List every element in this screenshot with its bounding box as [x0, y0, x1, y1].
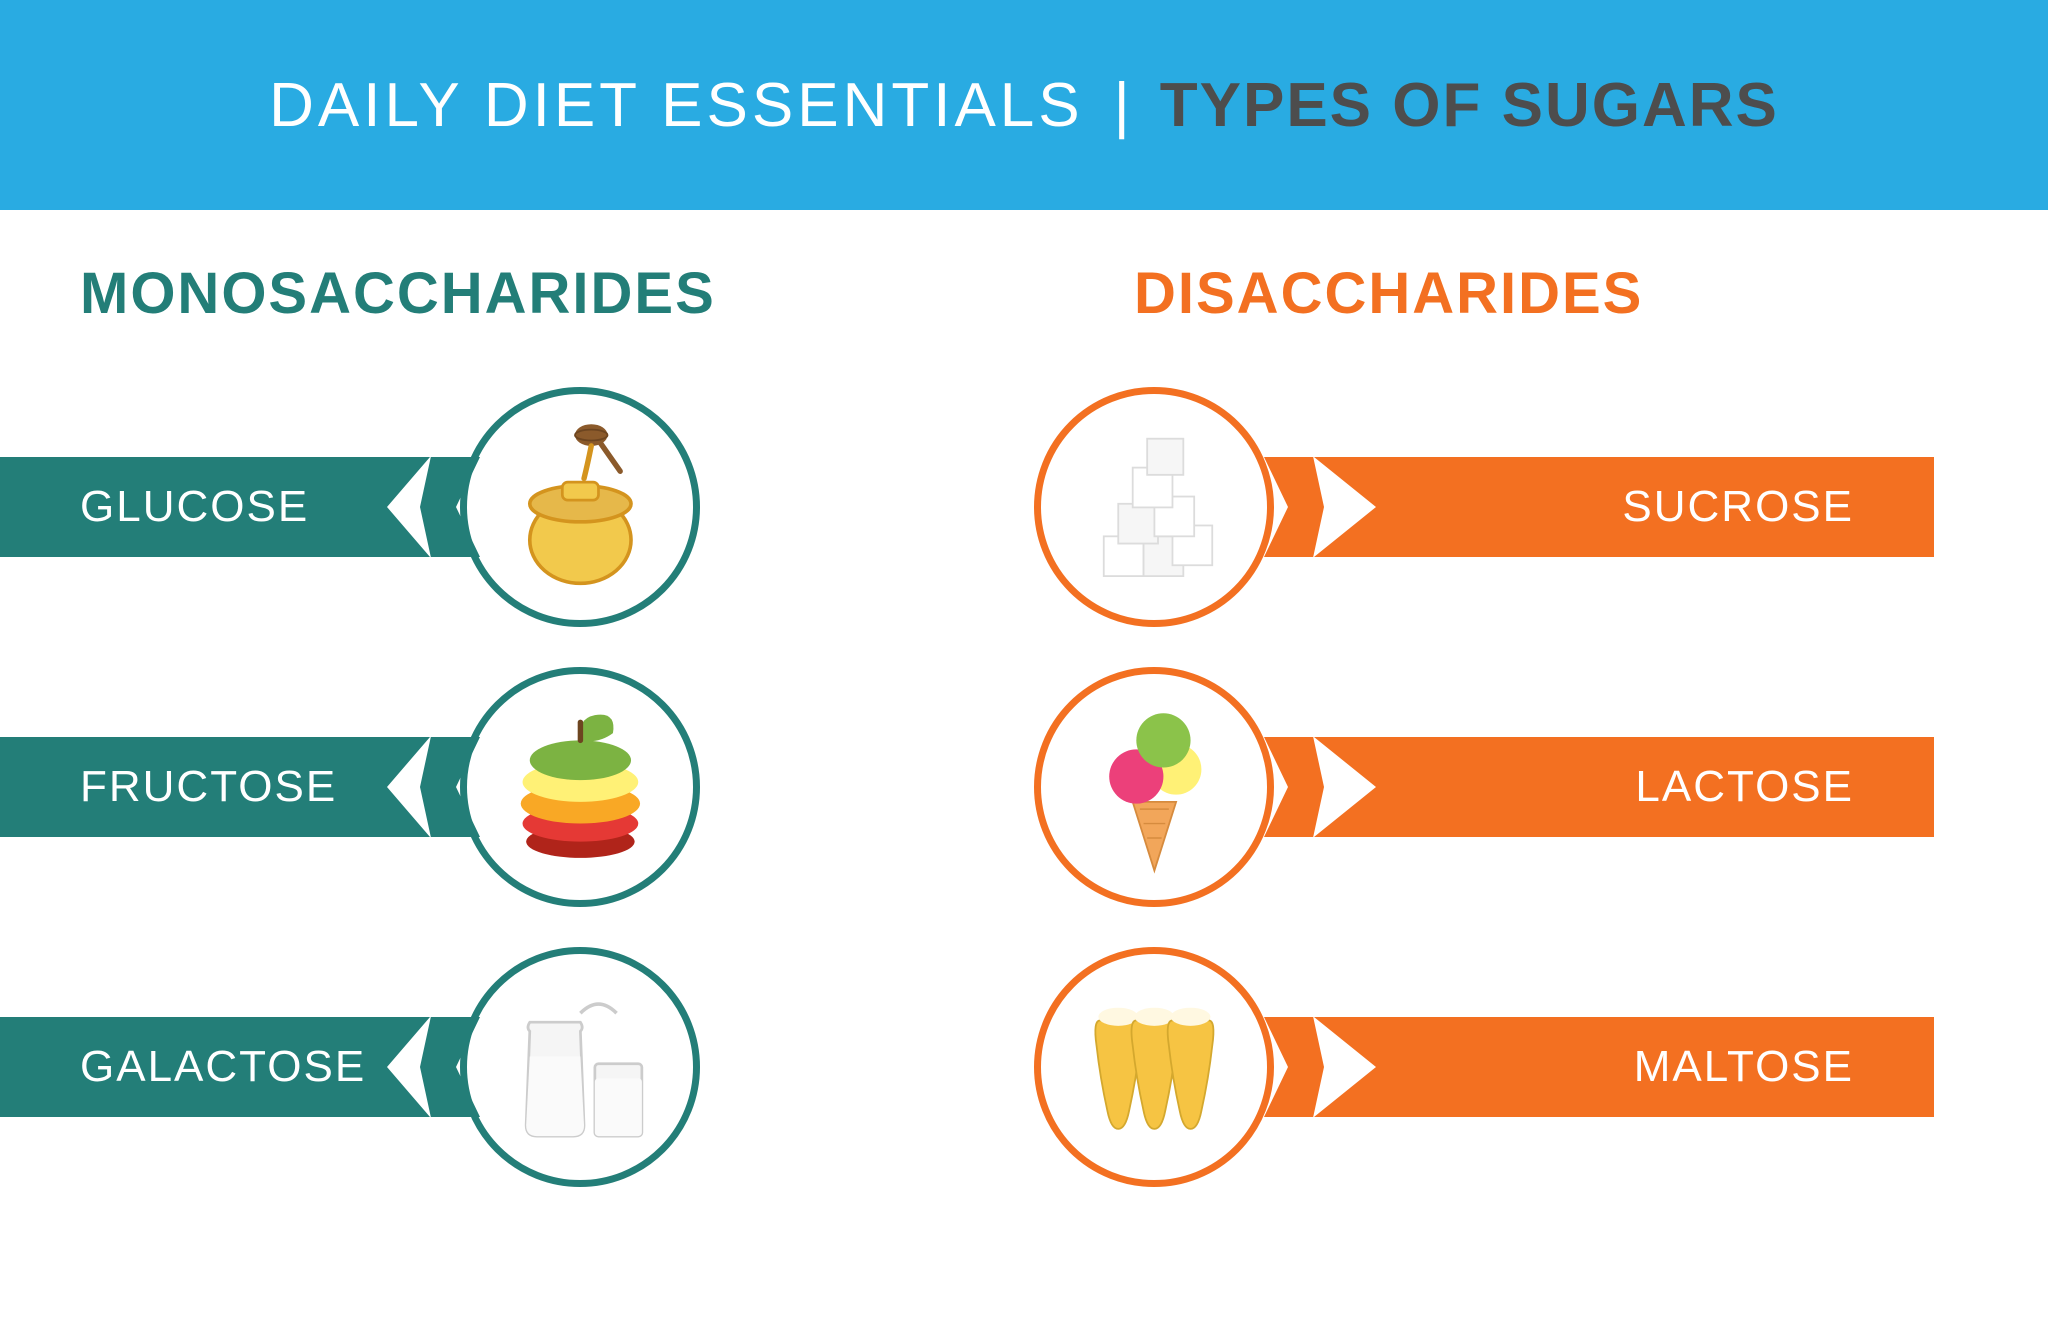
sucrose-label: SUCROSE [1622, 482, 1854, 532]
sucrose-bar: SUCROSE [1314, 457, 1934, 557]
fruit-icon [490, 697, 671, 878]
header-divider: | [1114, 70, 1130, 141]
fructose-bar: FRUCTOSE [0, 737, 430, 837]
di-row-sucrose: SUCROSE [1024, 377, 2048, 637]
glucose-bar: GLUCOSE [0, 457, 430, 557]
beer-icon [1064, 977, 1245, 1158]
disaccharides-column: DISACCHARIDES SUCROSE [1024, 260, 2048, 1217]
header-title-left: DAILY DIET ESSENTIALS [269, 70, 1084, 141]
maltose-circle [1034, 947, 1274, 1187]
lactose-label: LACTOSE [1635, 762, 1854, 812]
galactose-circle [460, 947, 700, 1187]
honey-icon [490, 417, 671, 598]
header-banner: DAILY DIET ESSENTIALS | TYPES OF SUGARS [0, 0, 2048, 210]
mono-row-galactose: GALACTOSE [0, 937, 1024, 1197]
di-row-lactose: LACTOSE [1024, 657, 2048, 917]
header-title-right: TYPES OF SUGARS [1160, 70, 1779, 141]
lactose-bar: LACTOSE [1314, 737, 1934, 837]
mono-title: MONOSACCHARIDES [0, 260, 1024, 327]
content-grid: MONOSACCHARIDES GLUCOSE FRUCTO [0, 210, 2048, 1217]
maltose-bar: MALTOSE [1314, 1017, 1934, 1117]
fructose-label: FRUCTOSE [80, 762, 337, 812]
lactose-circle [1034, 667, 1274, 907]
fructose-circle [460, 667, 700, 907]
mono-row-glucose: GLUCOSE [0, 377, 1024, 637]
sugar-cubes-icon [1064, 417, 1245, 598]
ice-cream-icon [1064, 697, 1245, 878]
maltose-label: MALTOSE [1634, 1042, 1854, 1092]
mono-row-fructose: FRUCTOSE [0, 657, 1024, 917]
galactose-bar: GALACTOSE [0, 1017, 430, 1117]
glucose-label: GLUCOSE [80, 482, 309, 532]
galactose-label: GALACTOSE [80, 1042, 366, 1092]
di-row-maltose: MALTOSE [1024, 937, 2048, 1197]
sucrose-circle [1034, 387, 1274, 627]
di-title: DISACCHARIDES [1024, 260, 2048, 327]
milk-icon [490, 977, 671, 1158]
glucose-circle [460, 387, 700, 627]
monosaccharides-column: MONOSACCHARIDES GLUCOSE FRUCTO [0, 260, 1024, 1217]
